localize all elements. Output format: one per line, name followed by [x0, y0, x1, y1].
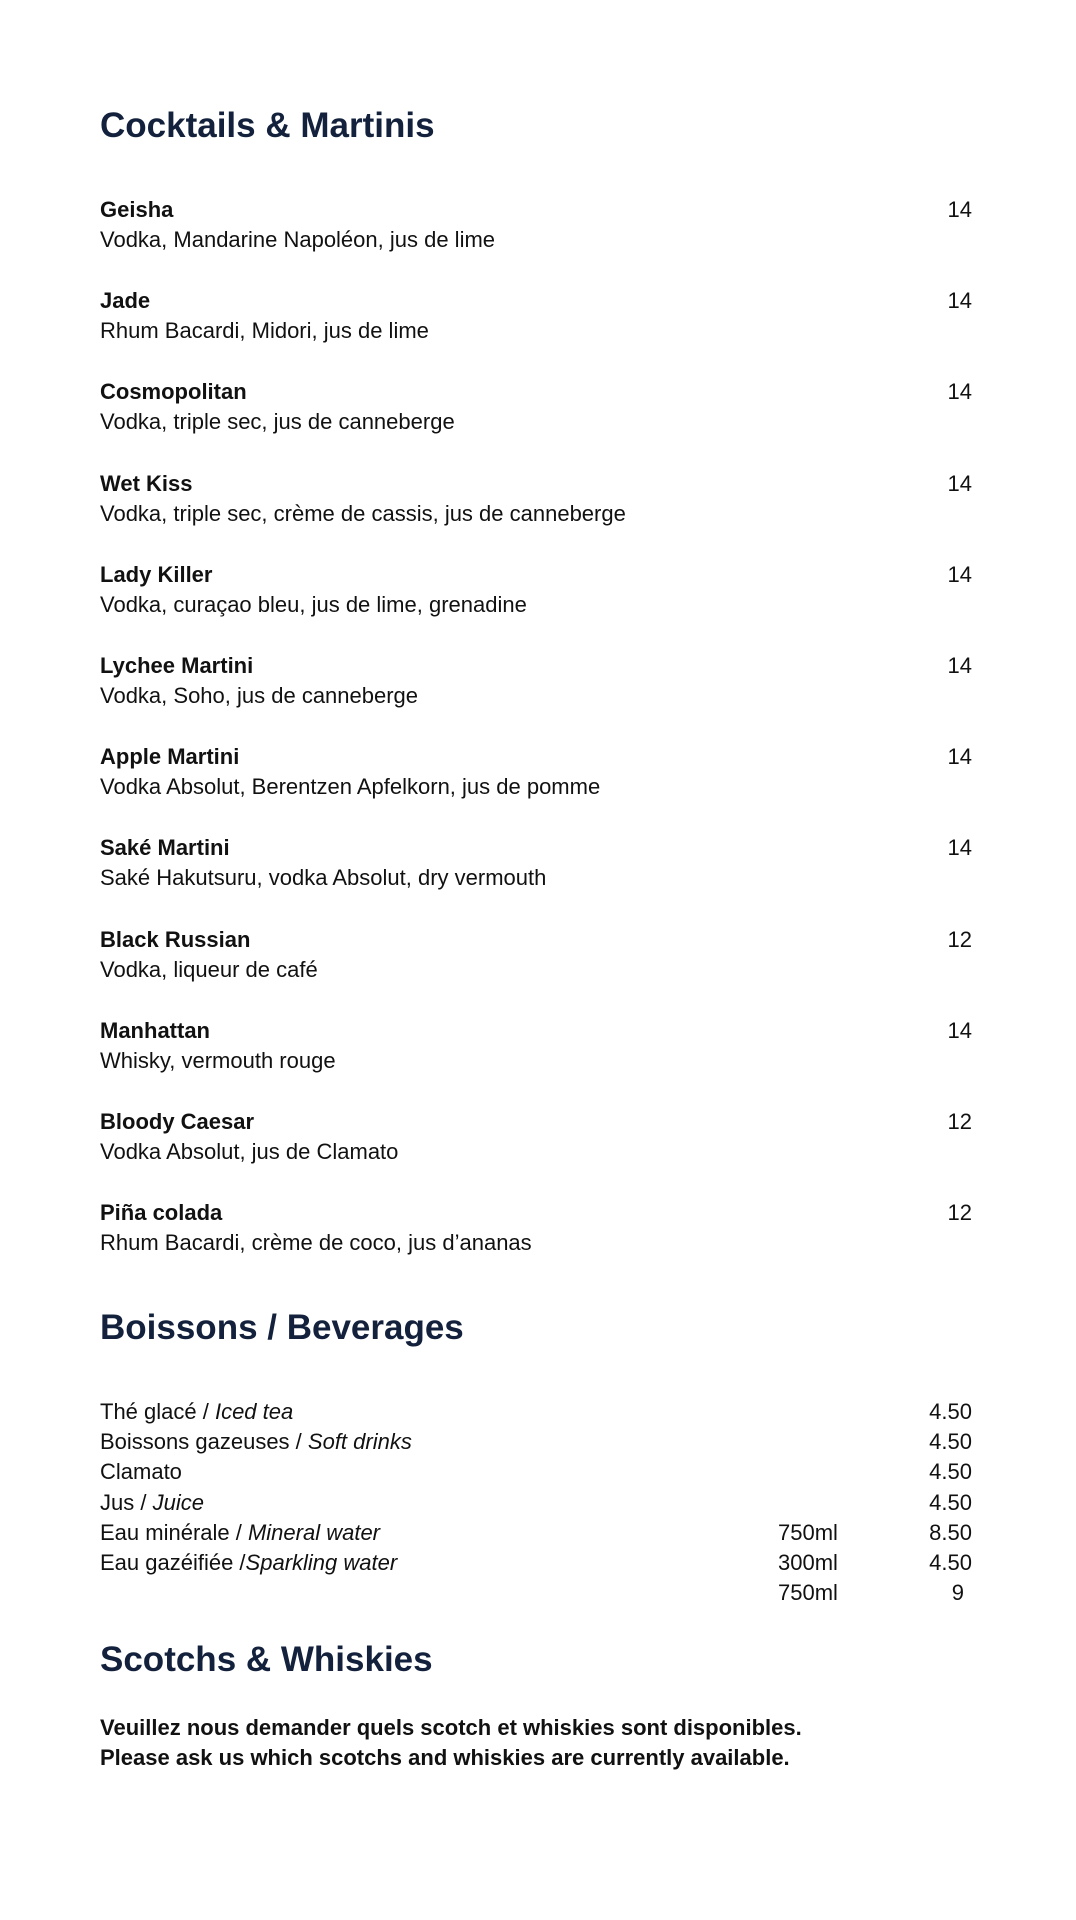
beverage-name-fr: Eau minérale /	[100, 1519, 248, 1545]
cocktail-description: Vodka, Mandarine Napoléon, jus de lime	[100, 227, 496, 252]
beverage-name-en: Iced tea	[214, 1399, 294, 1424]
scotch-note-fr: Veuillez nous demander quels scotch et w…	[100, 1715, 802, 1740]
beverage-row: Jus / Juice 4.50	[100, 1488, 972, 1518]
beverages-heading: Boissons / Beverages	[100, 1308, 464, 1347]
cocktail-item: Jade Rhum Bacardi, Midori, jus de lime 1…	[100, 286, 972, 346]
cocktail-description: Vodka Absolut, Berentzen Apfelkorn, jus …	[100, 774, 601, 800]
cocktail-price: 14	[947, 470, 972, 496]
cocktail-price: 14	[947, 744, 972, 770]
cocktail-name: Lady Killer	[100, 561, 213, 587]
beverage-name-fr: Clamato	[100, 1459, 182, 1485]
cocktail-price: 12	[947, 1200, 972, 1226]
beverage-row: Boissons gazeuses / Soft drinks 4.50	[100, 1427, 972, 1457]
cocktail-name: Piña colada	[100, 1200, 223, 1226]
cocktail-price: 14	[947, 197, 972, 222]
cocktail-name: Manhattan	[100, 1017, 210, 1043]
beverage-price: 4.50	[929, 1489, 972, 1515]
beverage-size: 750ml	[778, 1519, 838, 1545]
cocktail-description: Whisky, vermouth rouge	[100, 1047, 336, 1073]
cocktail-item: Lady Killer Vodka, curaçao bleu, jus de …	[100, 560, 972, 620]
cocktail-item: Geisha Vodka, Mandarine Napoléon, jus de…	[100, 195, 972, 255]
cocktail-price: 14	[947, 288, 972, 314]
cocktail-description: Rhum Bacardi, Midori, jus de lime	[100, 318, 429, 344]
cocktail-name: Apple Martini	[100, 744, 240, 770]
cocktail-description: Saké Hakutsuru, vodka Absolut, dry vermo…	[100, 865, 547, 891]
cocktail-description: Vodka, liqueur de café	[100, 956, 318, 982]
beverage-name-fr: Boissons gazeuses /	[100, 1429, 308, 1455]
beverage-name-fr: Thé glacé /	[100, 1399, 215, 1424]
cocktail-item: Cosmopolitan Vodka, triple sec, jus de c…	[100, 377, 972, 437]
beverage-size: 300ml	[778, 1550, 838, 1575]
beverage-name-fr: Jus /	[100, 1489, 153, 1515]
beverage-price: 4.50	[929, 1399, 972, 1424]
cocktail-name: Geisha	[100, 197, 174, 222]
cocktail-name: Saké Martini	[100, 835, 230, 861]
beverage-row: Eau gazéifiée /Sparkling water 300ml 4.5…	[100, 1548, 972, 1578]
cocktail-item: Saké Martini Saké Hakutsuru, vodka Absol…	[100, 833, 972, 893]
cocktails-heading: Cocktails & Martinis	[100, 106, 435, 145]
beverage-price: 4.50	[929, 1550, 972, 1575]
cocktail-price: 14	[947, 653, 972, 678]
cocktail-description: Vodka Absolut, jus de Clamato	[100, 1139, 399, 1164]
cocktail-item: Piña colada Rhum Bacardi, crème de coco,…	[100, 1198, 972, 1258]
cocktail-price: 12	[947, 1109, 972, 1134]
scotch-note-en: Please ask us which scotchs and whiskies…	[100, 1745, 790, 1770]
cocktail-item: Black Russian Vodka, liqueur de café 12	[100, 925, 972, 985]
cocktail-price: 14	[947, 561, 972, 587]
beverage-name-en: Soft drinks	[307, 1429, 412, 1455]
beverage-name-en: Juice	[152, 1489, 204, 1515]
cocktail-name: Bloody Caesar	[100, 1109, 255, 1134]
beverage-name-fr: Eau gazéifiée /	[100, 1550, 246, 1575]
beverage-row: Eau minérale / Mineral water 750ml 8.50	[100, 1518, 972, 1548]
cocktail-price: 14	[947, 379, 972, 405]
cocktail-description: Vodka, triple sec, crème de cassis, jus …	[100, 500, 626, 526]
beverage-size: 750ml	[778, 1580, 838, 1606]
beverage-row: Thé glacé / Iced tea 4.50	[100, 1397, 972, 1427]
cocktail-description: Vodka, triple sec, jus de canneberge	[100, 409, 455, 435]
beverage-name-en: Sparkling water	[245, 1550, 398, 1575]
beverage-price: 4.50	[929, 1459, 972, 1485]
cocktail-description: Rhum Bacardi, crème de coco, jus d’anana…	[100, 1230, 532, 1256]
cocktail-item: Bloody Caesar Vodka Absolut, jus de Clam…	[100, 1107, 972, 1167]
cocktail-name: Black Russian	[100, 926, 251, 952]
cocktail-description: Vodka, Soho, jus de canneberge	[100, 683, 419, 708]
beverage-price: 8.50	[929, 1519, 972, 1545]
beverage-price: 4.50	[929, 1429, 972, 1455]
beverage-row: Clamato 4.50	[100, 1457, 972, 1487]
scotch-heading: Scotchs & Whiskies	[100, 1640, 433, 1679]
beverage-row: 750ml 9	[100, 1578, 972, 1608]
cocktail-price: 12	[947, 926, 972, 952]
cocktail-item: Manhattan Whisky, vermouth rouge 14	[100, 1016, 972, 1076]
cocktail-name: Jade	[100, 288, 151, 314]
cocktail-item: Wet Kiss Vodka, triple sec, crème de cas…	[100, 469, 972, 529]
cocktail-name: Wet Kiss	[100, 470, 193, 496]
cocktail-price: 14	[947, 835, 972, 861]
cocktail-item: Lychee Martini Vodka, Soho, jus de canne…	[100, 651, 972, 711]
cocktail-name: Cosmopolitan	[100, 379, 247, 405]
cocktail-item: Apple Martini Vodka Absolut, Berentzen A…	[100, 742, 972, 802]
cocktail-price: 14	[947, 1017, 972, 1043]
cocktail-name: Lychee Martini	[100, 653, 254, 678]
cocktail-description: Vodka, curaçao bleu, jus de lime, grenad…	[100, 591, 527, 617]
beverage-name-en: Mineral water	[247, 1519, 381, 1545]
beverage-price: 9	[951, 1580, 964, 1606]
